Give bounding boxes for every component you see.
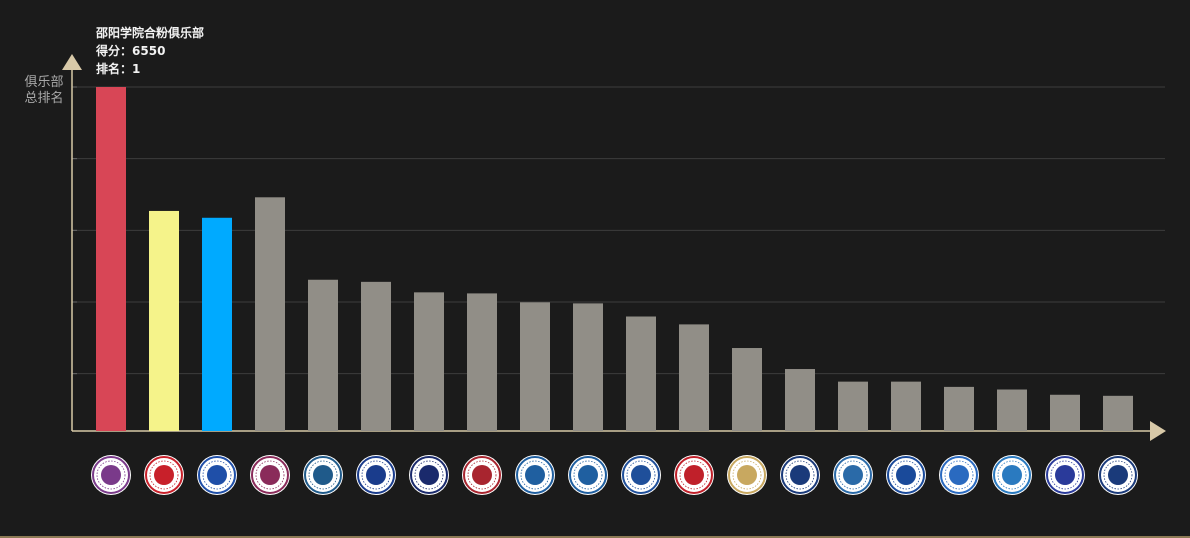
bar bbox=[785, 369, 815, 431]
logo-ring bbox=[357, 456, 395, 494]
logo-ring bbox=[145, 456, 183, 494]
bar bbox=[361, 281, 391, 431]
bar bbox=[891, 381, 921, 431]
bar bbox=[626, 316, 656, 431]
logo-emblem bbox=[737, 465, 757, 485]
tooltip-score-row: 得分：6550 bbox=[96, 42, 204, 60]
logo-emblem bbox=[684, 465, 704, 485]
logo-emblem bbox=[472, 465, 492, 485]
logo-text-ring bbox=[414, 460, 444, 490]
logo-ring bbox=[675, 456, 713, 494]
logo-ring bbox=[993, 456, 1031, 494]
bar bbox=[149, 210, 179, 431]
logo-emblem bbox=[843, 465, 863, 485]
logo-text-ring bbox=[997, 460, 1027, 490]
logo-emblem bbox=[419, 465, 439, 485]
bar bbox=[997, 389, 1027, 431]
logo-emblem bbox=[207, 465, 227, 485]
logo-ring bbox=[887, 456, 925, 494]
logo-text-ring bbox=[1050, 460, 1080, 490]
logo-emblem bbox=[101, 465, 121, 485]
logo-ring bbox=[410, 456, 448, 494]
logo-text-ring bbox=[785, 460, 815, 490]
y-axis-label-line-1: 俱乐部 bbox=[24, 75, 64, 90]
bar-tooltip: 邵阳学院合粉俱乐部 得分：6550 排名：1 bbox=[96, 24, 204, 78]
logo-ring bbox=[728, 456, 766, 494]
y-axis-arrow bbox=[62, 54, 82, 70]
logo-ring bbox=[1099, 456, 1137, 494]
bar bbox=[96, 87, 126, 431]
logo-text-ring bbox=[308, 460, 338, 490]
tooltip-rank-value: 1 bbox=[132, 62, 141, 76]
logo-emblem bbox=[790, 465, 810, 485]
y-axis-label: 俱乐部 总排名 bbox=[18, 75, 70, 107]
logo-text-ring bbox=[679, 460, 709, 490]
tooltip-rank-row: 排名：1 bbox=[96, 60, 204, 78]
logo-text-ring bbox=[149, 460, 179, 490]
tooltip-rank-label: 排名： bbox=[96, 62, 133, 76]
logo-ring bbox=[940, 456, 978, 494]
logo-emblem bbox=[366, 465, 386, 485]
logo-text-ring bbox=[467, 460, 497, 490]
logo-text-ring bbox=[520, 460, 550, 490]
logo-text-ring bbox=[255, 460, 285, 490]
bar bbox=[467, 293, 497, 431]
logo-text-ring bbox=[1103, 460, 1133, 490]
logo-emblem bbox=[1002, 465, 1022, 485]
bar bbox=[944, 386, 974, 431]
logo-ring bbox=[304, 456, 342, 494]
logo-ring bbox=[622, 456, 660, 494]
logo-text-ring bbox=[732, 460, 762, 490]
logo-ring bbox=[516, 456, 554, 494]
bar bbox=[255, 197, 285, 431]
bottom-accent-strip bbox=[0, 536, 1190, 538]
logo-emblem bbox=[260, 465, 280, 485]
tooltip-score-value: 6550 bbox=[132, 44, 166, 58]
tooltip-club-name: 邵阳学院合粉俱乐部 bbox=[96, 26, 205, 40]
logo-text-ring bbox=[891, 460, 921, 490]
bar bbox=[573, 303, 603, 431]
logo-text-ring bbox=[838, 460, 868, 490]
bar bbox=[1103, 395, 1133, 431]
bar bbox=[308, 279, 338, 431]
logo-emblem bbox=[949, 465, 969, 485]
logo-ring bbox=[569, 456, 607, 494]
bar bbox=[520, 302, 550, 431]
logo-text-ring bbox=[202, 460, 232, 490]
logo-emblem bbox=[313, 465, 333, 485]
logo-ring bbox=[463, 456, 501, 494]
bar bbox=[1050, 394, 1080, 431]
logo-emblem bbox=[896, 465, 916, 485]
logo-emblem bbox=[525, 465, 545, 485]
logo-ring bbox=[251, 456, 289, 494]
logo-emblem bbox=[1055, 465, 1075, 485]
logo-emblem bbox=[1108, 465, 1128, 485]
bar bbox=[414, 292, 444, 431]
x-axis-arrow bbox=[1150, 421, 1166, 441]
logo-text-ring bbox=[96, 460, 126, 490]
bar bbox=[679, 324, 709, 431]
bar bbox=[838, 381, 868, 431]
tooltip-score-label: 得分： bbox=[96, 44, 133, 58]
bar bbox=[202, 217, 232, 431]
y-axis-label-line-2: 总排名 bbox=[24, 91, 64, 106]
logo-ring bbox=[781, 456, 819, 494]
logo-ring bbox=[198, 456, 236, 494]
logo-emblem bbox=[154, 465, 174, 485]
logo-emblem bbox=[578, 465, 598, 485]
logo-ring bbox=[1046, 456, 1084, 494]
logo-text-ring bbox=[361, 460, 391, 490]
bar bbox=[732, 348, 762, 431]
logo-text-ring bbox=[944, 460, 974, 490]
logo-ring bbox=[92, 456, 130, 494]
logo-text-ring bbox=[573, 460, 603, 490]
logo-emblem bbox=[631, 465, 651, 485]
logo-ring bbox=[834, 456, 872, 494]
logo-text-ring bbox=[626, 460, 656, 490]
